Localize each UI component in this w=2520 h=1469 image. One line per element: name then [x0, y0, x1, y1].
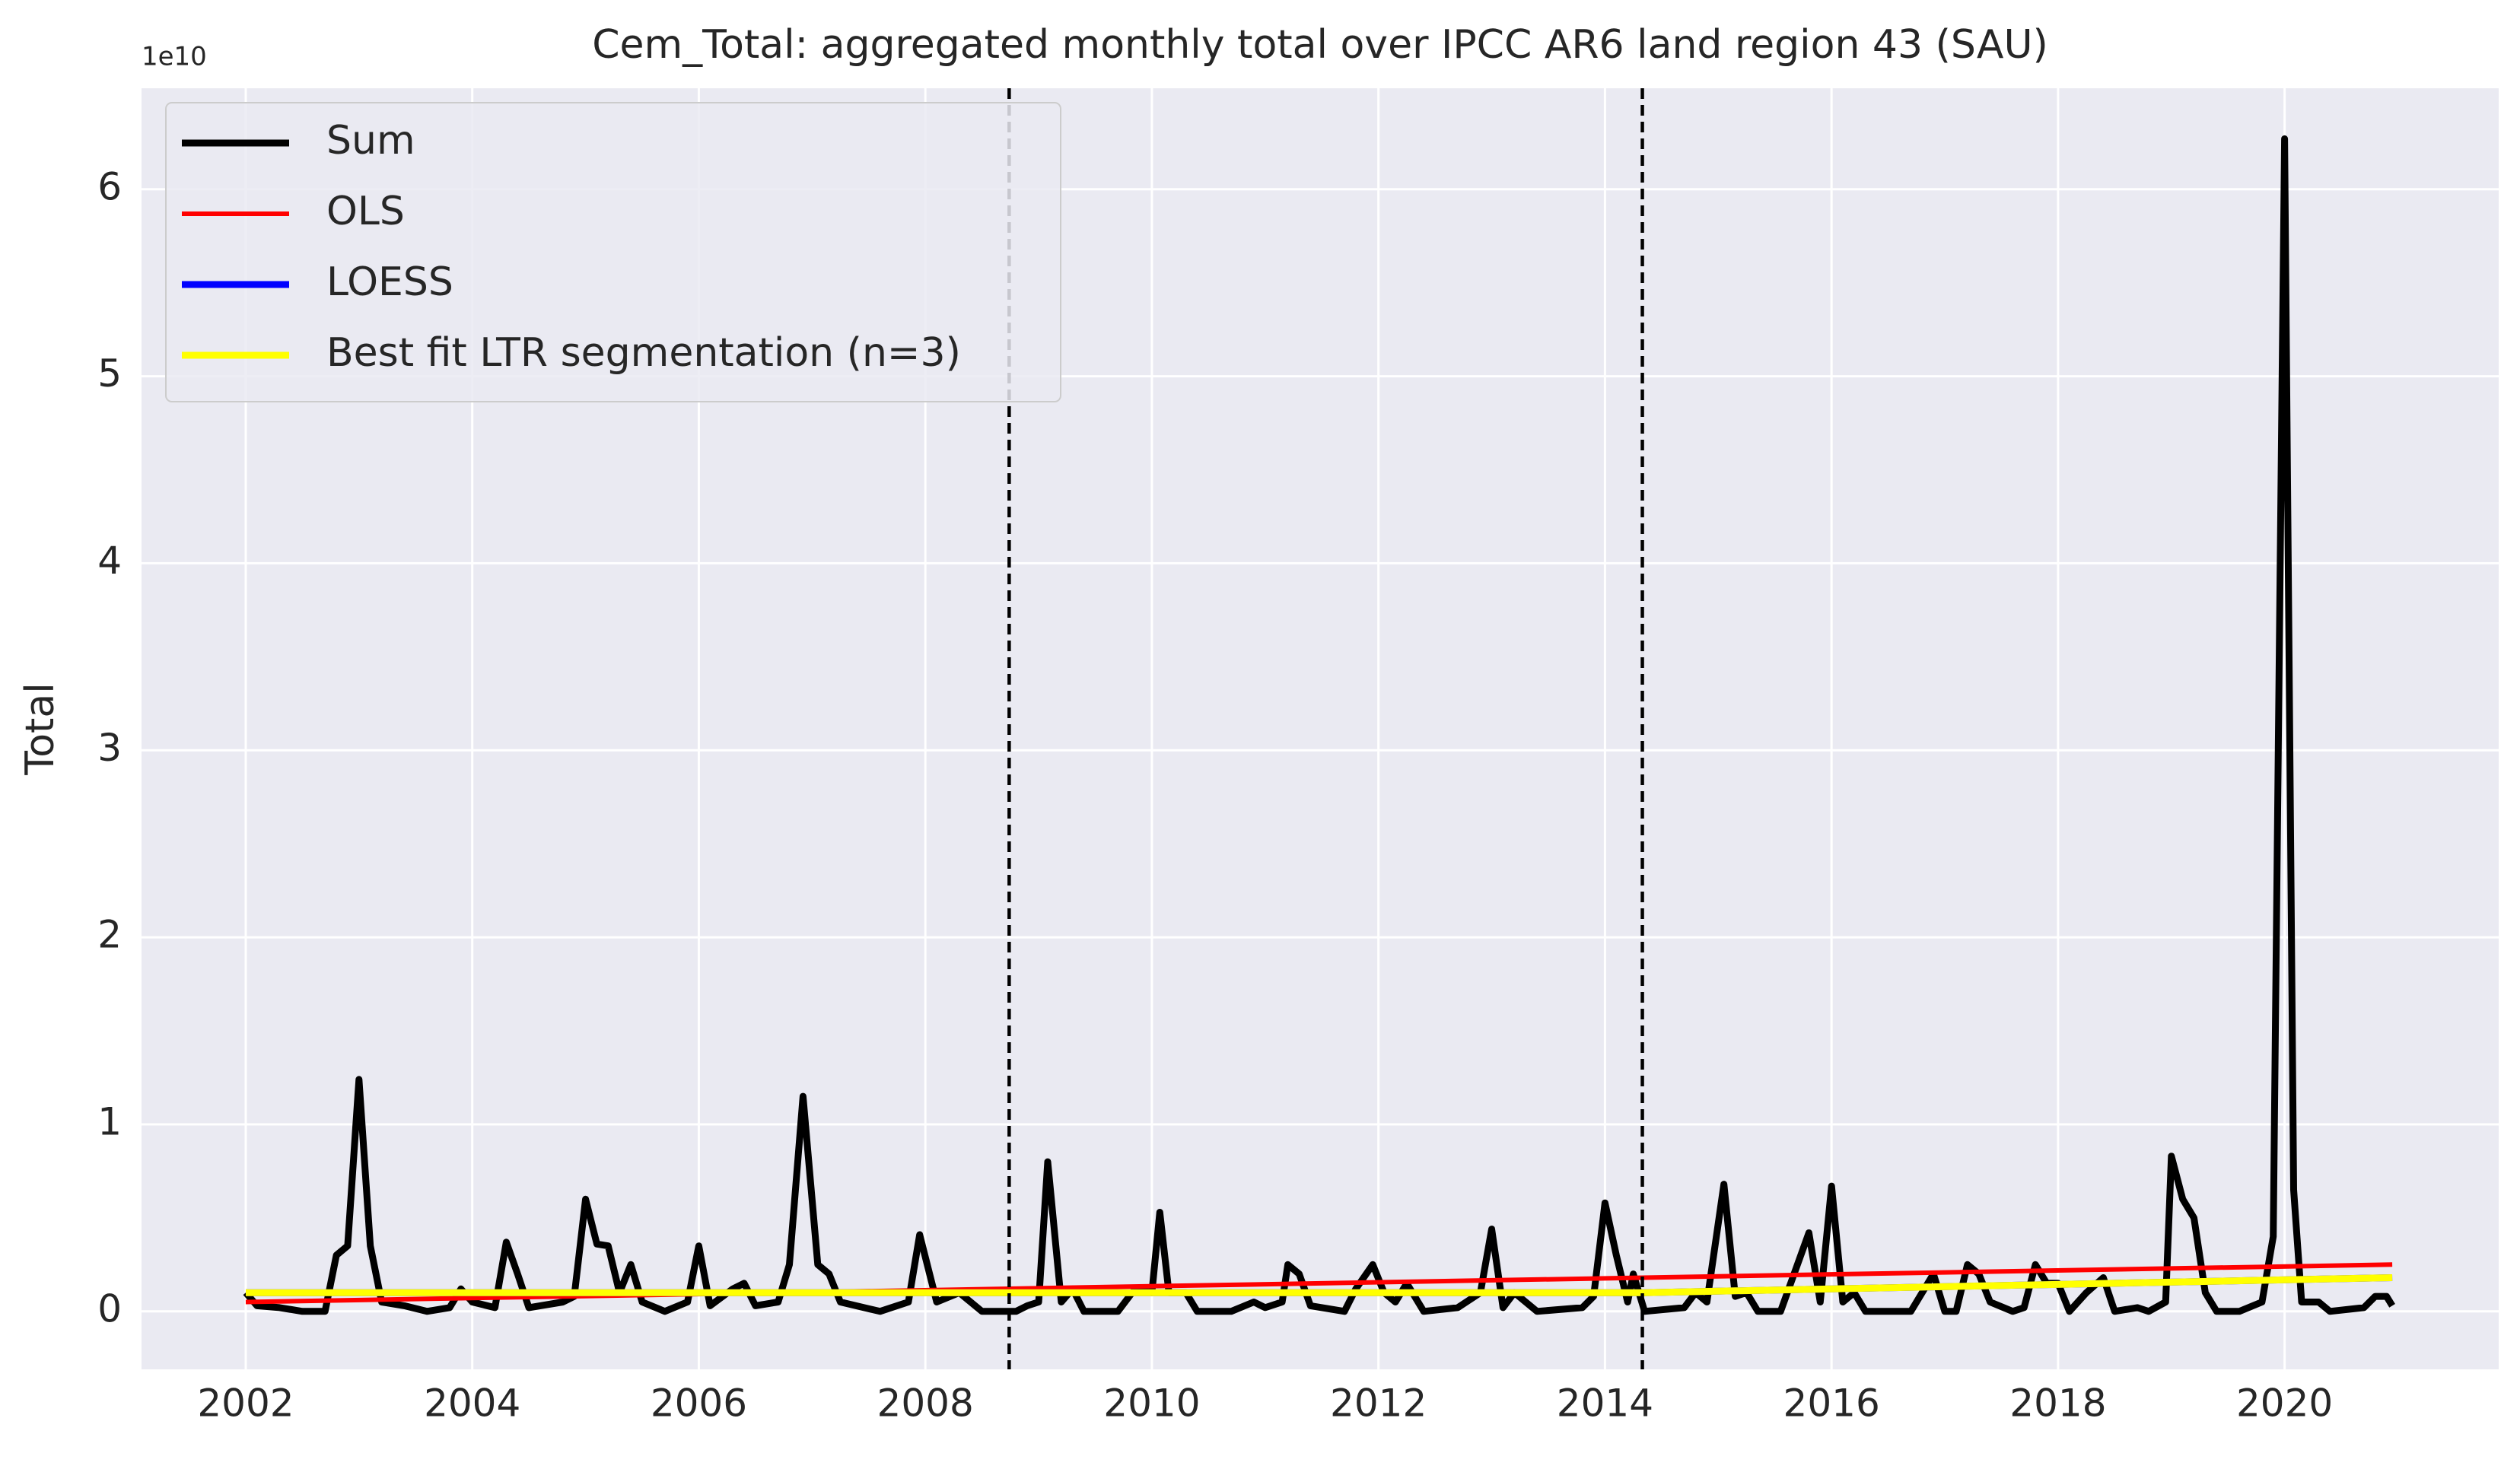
- y-tick-label: 1: [97, 1099, 122, 1143]
- x-tick-label: 2012: [1330, 1382, 1427, 1426]
- y-tick-label: 4: [97, 539, 122, 583]
- x-tick-label: 2020: [2236, 1382, 2333, 1426]
- legend-label: Best fit LTR segmentation (n=3): [326, 330, 961, 376]
- x-tick-label: 2010: [1103, 1382, 1200, 1426]
- x-tick-label: 2018: [2009, 1382, 2106, 1426]
- y-tick-label: 5: [97, 351, 122, 396]
- x-tick-label: 2016: [1783, 1382, 1880, 1426]
- chart-title: Cem_Total: aggregated monthly total over…: [592, 22, 2048, 68]
- x-tick-label: 2004: [424, 1382, 520, 1426]
- y-offset-label: 1e10: [142, 42, 207, 72]
- y-tick-label: 6: [97, 164, 122, 208]
- x-tick-label: 2008: [877, 1382, 974, 1426]
- legend-box: [165, 102, 1061, 402]
- series-line: [246, 1274, 2393, 1296]
- series-line: [243, 135, 2395, 1315]
- y-tick-label: 0: [97, 1286, 122, 1331]
- y-tick-label: 3: [97, 726, 122, 770]
- x-tick-label: 2002: [197, 1382, 294, 1426]
- legend-label: LOESS: [326, 259, 453, 305]
- y-tick-label: 2: [97, 913, 122, 957]
- legend-label: OLS: [326, 189, 405, 234]
- legend-label: Sum: [326, 118, 415, 164]
- y-axis-label: Total: [18, 682, 63, 775]
- x-tick-label: 2014: [1557, 1382, 1653, 1426]
- x-tick-label: 2006: [651, 1382, 747, 1426]
